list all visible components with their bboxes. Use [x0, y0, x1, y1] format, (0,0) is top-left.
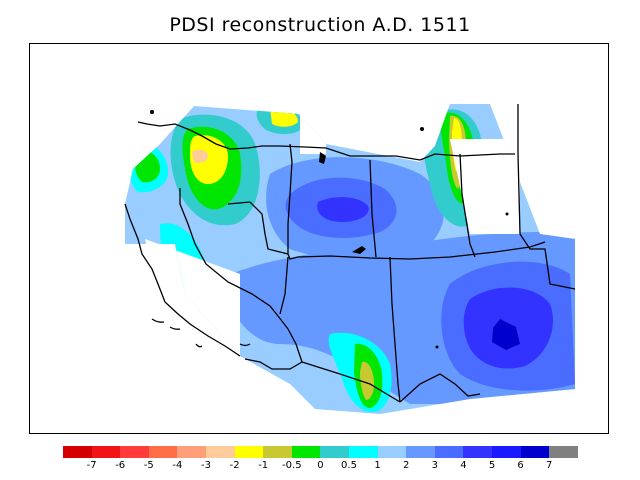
boundaries [124, 104, 576, 403]
legend-swatch-14 [463, 446, 492, 458]
legend-swatch-17 [549, 446, 578, 458]
legend-swatch-2 [120, 446, 149, 458]
border-idaho [227, 201, 289, 255]
border-canada [137, 121, 515, 161]
lakes [150, 110, 509, 349]
field-yellow-north [270, 107, 298, 127]
legend-tick-label: 2 [403, 460, 410, 471]
color-legend [63, 446, 578, 458]
lake-elephant [435, 345, 439, 349]
map-title: PDSI reconstruction A.D. 1511 [169, 14, 471, 36]
border-ca-nv [179, 188, 289, 330]
legend-tick-label: 3 [431, 460, 438, 471]
border-nm-az [389, 256, 401, 403]
legend-swatch-4 [177, 446, 206, 458]
channel-islands [151, 318, 251, 348]
border-dakotas [459, 153, 476, 258]
legend-swatch-15 [491, 446, 521, 458]
legend-swatch-1 [91, 446, 121, 458]
legend-tick-label: -7 [86, 460, 97, 471]
legend-tick-label: -0.5 [282, 460, 302, 471]
legend-tick-label: -6 [115, 460, 126, 471]
map-panel [29, 43, 609, 434]
legend-swatch-11 [377, 446, 407, 458]
field-navy-se [492, 319, 520, 350]
coast-pacific [124, 203, 241, 357]
border-mexico-az [301, 361, 401, 403]
field-mask-plains [450, 139, 520, 234]
pdsi-map [124, 104, 576, 414]
legend-swatch-5 [205, 446, 235, 458]
island-vancouver [150, 110, 154, 114]
border-mexico-tx [399, 373, 481, 403]
border-interior-east-west [287, 143, 546, 260]
legend-swatch-13 [434, 446, 464, 458]
lake-yellowstone [319, 152, 326, 164]
field-olive-south [360, 361, 374, 400]
legend-swatch-6 [234, 446, 264, 458]
legend-swatch-8 [291, 446, 321, 458]
legend-swatch-0 [63, 446, 92, 458]
legend-tick-label: 7 [546, 460, 553, 471]
legend-tick-label: 5 [488, 460, 496, 471]
legend-swatch-12 [406, 446, 435, 458]
legend-swatch-10 [348, 446, 378, 458]
border-nv-ut [279, 256, 289, 315]
legend-tick-label: 0.5 [341, 460, 357, 471]
legend-tick-label: -4 [172, 460, 183, 471]
field-yellow-nw [190, 135, 228, 184]
border-east [517, 104, 576, 290]
legend-tick-label: -5 [143, 460, 154, 471]
legend-tick-label: 1 [374, 460, 381, 471]
legend-tick-label: -3 [201, 460, 211, 471]
legend-tick-label: 6 [517, 460, 524, 471]
legend-tick-label: 0 [317, 460, 324, 471]
field-peach-nw [192, 149, 208, 163]
lake-great-salt [352, 246, 366, 254]
lake-fortpeck [420, 127, 424, 131]
legend-swatch-7 [263, 446, 292, 458]
legend-tick-label: -2 [229, 460, 240, 471]
legend-swatch-9 [320, 446, 349, 458]
legend-ticks: -7 -6 -5 -4 -3 -2 -1 -0.5 0 0.5 1 2 3 4 5 6 7 [63, 460, 583, 474]
legend-swatch-16 [520, 446, 550, 458]
lake-sakakawea [505, 212, 509, 216]
legend-tick-label: 4 [460, 460, 467, 471]
field-deep-blue-north [317, 197, 369, 222]
legend-swatch-3 [148, 446, 178, 458]
legend-tick-label: -1 [258, 460, 269, 471]
border-mexico-west [244, 328, 303, 370]
border-wy-west [369, 159, 377, 258]
pdsi-field [125, 104, 575, 414]
